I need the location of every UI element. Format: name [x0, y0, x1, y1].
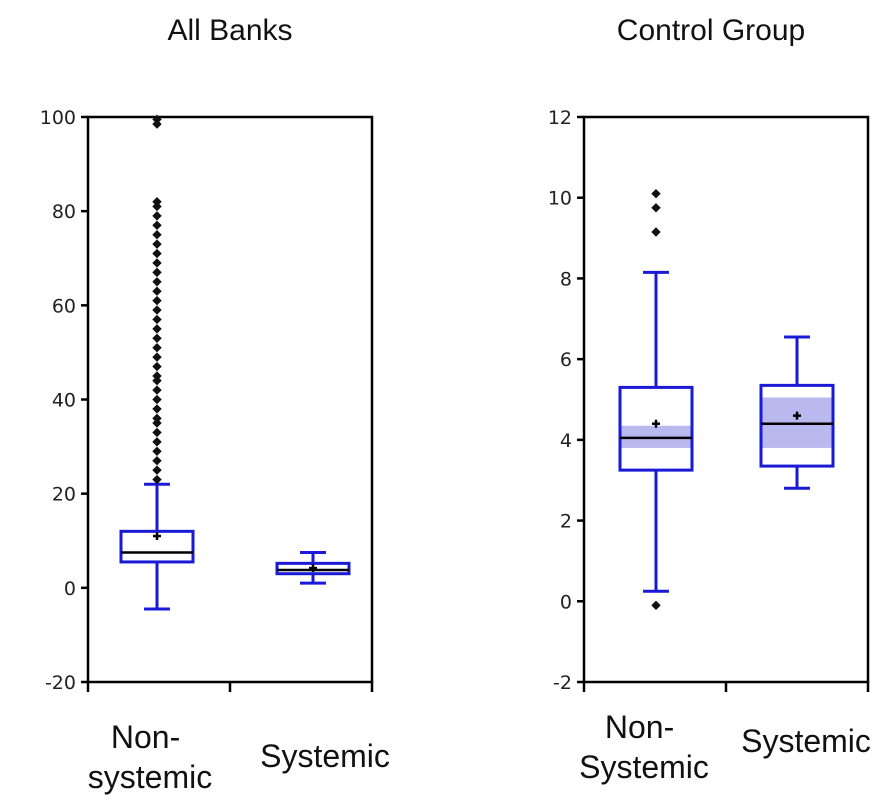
y-tick-label: 60	[52, 295, 76, 317]
chart-title-control-group: Control Group	[617, 14, 805, 47]
outlier-point	[152, 371, 162, 381]
y-axis-all-banks: -20 0 20 40 60 80 100	[40, 107, 88, 694]
mean-marker	[652, 419, 660, 428]
outlier-point	[152, 456, 162, 466]
category-label-non-systemic: Non- systemic	[88, 719, 212, 795]
outlier-point	[152, 295, 162, 306]
outlier-point	[651, 203, 661, 213]
box-all-banks-systemic	[275, 551, 351, 585]
outlier-point	[152, 114, 162, 125]
plot-frame-all-banks	[86, 115, 374, 684]
outlier-point	[152, 465, 162, 475]
y-tick-label: 80	[52, 201, 76, 223]
outlier-point	[152, 352, 162, 362]
outlier-point	[152, 427, 162, 438]
y-tick-label: 20	[52, 484, 76, 506]
y-tick-label: 40	[52, 390, 76, 412]
outlier-point	[152, 343, 162, 353]
category-label-line: Non-	[111, 719, 180, 755]
iqr-box	[119, 529, 195, 564]
y-tick-label: 0	[64, 578, 76, 600]
y-tick-label: -2	[553, 672, 572, 694]
outlier-point	[152, 324, 162, 334]
y-tick-label: 0	[560, 591, 572, 613]
y-tick-label: 8	[560, 268, 572, 290]
outlier-point	[152, 267, 162, 278]
outlier-point	[152, 201, 162, 212]
boxes-all-banks	[119, 114, 351, 611]
outlier-point	[152, 437, 162, 447]
outlier-point	[152, 305, 162, 315]
boxes-control-group	[618, 188, 835, 611]
y-tick-label: 12	[548, 107, 572, 129]
category-label-systemic: Systemic	[260, 738, 390, 774]
category-label-line: Non-	[605, 709, 674, 745]
outlier-point	[651, 227, 661, 237]
outlier-point	[152, 230, 162, 240]
category-label-non-systemic: Non- Systemic	[579, 709, 709, 785]
outlier-point	[651, 188, 661, 199]
mean-marker	[153, 532, 161, 541]
category-label-systemic: Systemic	[741, 723, 871, 759]
outlier-point	[152, 239, 162, 249]
y-tick-label: -20	[45, 672, 76, 694]
box-control-group-non-systemic	[618, 188, 694, 611]
x-axis-all-banks	[86, 682, 374, 692]
mean-marker	[793, 411, 801, 420]
outlier-point	[152, 258, 162, 268]
y-tick-label: 100	[40, 107, 76, 129]
outlier-point	[152, 361, 162, 372]
outlier-point	[152, 385, 162, 395]
outlier-point	[152, 375, 162, 386]
outlier-point	[152, 211, 162, 221]
outlier-point	[152, 404, 162, 414]
y-tick-label: 4	[560, 430, 572, 452]
mean-marker	[309, 564, 317, 573]
category-label-line: systemic	[88, 759, 212, 795]
y-axis-control-group: -2 0 2 4 6 8 10 12	[548, 107, 584, 694]
outlier-point	[152, 394, 162, 405]
outlier-point	[152, 286, 162, 296]
outlier-point	[152, 119, 162, 129]
outlier-point	[152, 474, 162, 485]
outlier-point	[651, 600, 661, 611]
outlier-point	[152, 413, 162, 424]
box-all-banks-non-systemic	[119, 114, 195, 611]
outlier-point	[152, 220, 162, 230]
outlier-point	[152, 314, 162, 325]
y-tick-label: 2	[560, 511, 572, 533]
outlier-point	[152, 333, 162, 343]
y-tick-label: 6	[560, 349, 572, 371]
outlier-point	[152, 418, 162, 428]
chart-title-all-banks: All Banks	[167, 14, 292, 47]
x-axis-control-group	[582, 682, 870, 692]
outlier-point	[152, 277, 162, 287]
outlier-point	[152, 197, 162, 207]
outlier-point	[152, 446, 162, 456]
category-label-line: Systemic	[579, 749, 709, 785]
y-tick-label: 10	[548, 188, 572, 210]
box-control-group-systemic	[759, 335, 835, 490]
outlier-point	[152, 248, 162, 259]
